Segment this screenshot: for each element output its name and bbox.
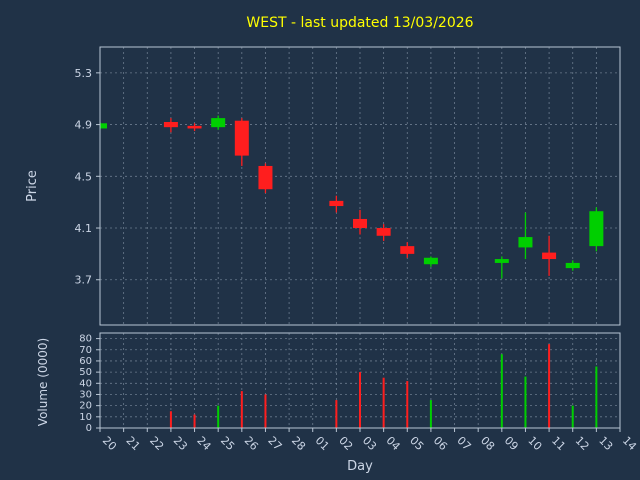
volume-tick-label: 30 [79, 389, 92, 400]
volume-bar [240, 391, 243, 428]
price-tick-label: 4.5 [75, 170, 93, 183]
price-tick-label: 4.9 [75, 119, 93, 132]
chart-title: WEST - last updated 13/03/2026 [246, 15, 473, 31]
volume-bar [524, 376, 527, 428]
candle-body [211, 118, 226, 128]
volume-tick-label: 80 [79, 334, 92, 345]
volume-bar [359, 372, 361, 428]
price-tick-label: 3.7 [75, 274, 93, 287]
volume-tick-label: 60 [79, 356, 92, 367]
volume-bar [169, 411, 172, 428]
candle-body [494, 259, 509, 263]
volume-bar [548, 344, 551, 428]
volume-tick-label: 0 [86, 423, 92, 434]
volume-axis-label: Volume (0000) [36, 338, 50, 426]
candle-body [353, 218, 367, 229]
volume-bar [264, 394, 267, 428]
volume-bar [429, 400, 432, 428]
series-layer [100, 115, 604, 428]
volume-bar [406, 381, 409, 428]
candle-body [187, 125, 202, 129]
candle-body [542, 252, 557, 260]
volume-tick-label: 50 [79, 367, 92, 378]
price-tick-label: 4.1 [75, 222, 93, 235]
candle-body [100, 123, 107, 129]
candle-body [329, 200, 344, 207]
candle-body [163, 121, 178, 128]
candle-body [518, 237, 533, 248]
volume-tick-label: 10 [79, 412, 92, 423]
candle-body [565, 262, 580, 269]
candle-body [258, 165, 273, 190]
candle-body [589, 211, 604, 247]
volume-tick-label: 20 [79, 401, 92, 412]
candle-body [376, 228, 391, 236]
volume-bar [595, 366, 598, 428]
volume-bar [193, 414, 196, 428]
price-tick-label: 5.3 [75, 67, 93, 80]
volume-tick-label: 70 [79, 345, 92, 356]
day-axis-label: Day [347, 459, 373, 474]
volume-bar [217, 405, 220, 428]
volume-bar [571, 405, 574, 428]
price-axis-label: Price [25, 170, 40, 202]
volume-bar [382, 377, 385, 428]
candle-body [400, 246, 415, 254]
volume-tick-label: 40 [79, 378, 92, 389]
candle-body [234, 120, 249, 156]
price-panel-border [99, 46, 621, 326]
candle-body [423, 257, 438, 265]
volume-bar [335, 400, 338, 428]
volume-bar [500, 354, 503, 428]
